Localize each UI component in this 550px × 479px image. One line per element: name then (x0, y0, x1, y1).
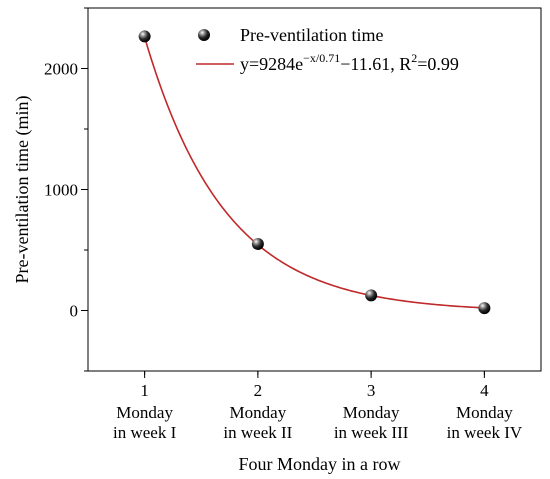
data-point-4 (478, 302, 491, 315)
legend-label-fit: y=9284e−x/0.71−11.61, R2=0.99 (240, 51, 459, 74)
x-tick-label-4-line2: Monday (456, 403, 513, 422)
fit-eq-r-exponent: 2 (411, 51, 417, 65)
fit-eq-prefix: y=9284e (240, 54, 303, 74)
legend: Pre-ventilation time y=9284e−x/0.71−11.6… (196, 25, 459, 74)
y-axis-title: Pre-ventilation time (min) (12, 96, 33, 284)
y-tick-label-0: 0 (70, 302, 79, 321)
x-tick-label-4-line3: in week IV (447, 423, 523, 442)
y-tick-label-1000: 1000 (44, 181, 78, 200)
fit-eq-middle: −11.61, R (340, 54, 411, 74)
x-tick-label-3-line3: in week III (334, 423, 409, 442)
data-point-1 (138, 30, 151, 43)
x-tick-label-3-line2: Monday (343, 403, 400, 422)
data-point-2 (251, 237, 264, 250)
x-tick-label-2-line1: 2 (254, 381, 263, 400)
fit-eq-exponent: −x/0.71 (303, 51, 340, 65)
x-tick-label-1-line1: 1 (140, 381, 149, 400)
fit-curve (143, 36, 485, 309)
x-tick-label-2-line2: Monday (230, 403, 287, 422)
x-tick-label-2-line3: in week II (223, 423, 292, 442)
legend-marker-points (198, 29, 210, 41)
y-tick-label-2000: 2000 (44, 60, 78, 79)
data-points (138, 30, 491, 315)
legend-label-points: Pre-ventilation time (240, 25, 383, 45)
x-tick-label-4-line1: 4 (480, 381, 489, 400)
x-tick-label-1-line3: in week I (113, 423, 177, 442)
data-point-3 (365, 289, 378, 302)
x-tick-label-3-line1: 3 (367, 381, 376, 400)
fit-eq-suffix: =0.99 (417, 54, 459, 74)
y-axis-ticks: 0 1000 2000 (44, 7, 88, 372)
x-tick-label-1-line2: Monday (116, 403, 173, 422)
x-axis-title: Four Monday in a row (239, 454, 401, 474)
